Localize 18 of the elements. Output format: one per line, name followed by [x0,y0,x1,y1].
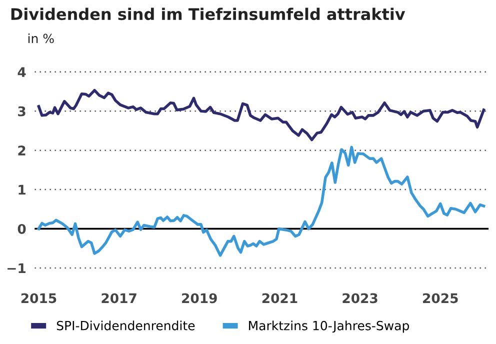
y-tick-label: 1 [18,184,26,195]
legend-label: SPI-Dividendenrendite [56,320,195,330]
chart-subtitle: in % [28,34,54,44]
y-tick-label: 3 [18,106,26,116]
x-tick-label: 2023 [342,293,378,304]
chart-title: Dividenden sind im Tiefzinsumfeld attraktiv [11,8,406,20]
line-series [37,146,486,257]
x-tick-label: 2021 [262,293,298,304]
x-tick-label: 2017 [102,293,136,304]
line-series [37,88,486,142]
y-tick-label: −1 [8,263,26,273]
x-tick-label: 2015 [21,293,56,304]
y-tick-label: 4 [18,67,26,77]
x-tick-label: 2025 [423,293,458,304]
y-tick-label: 0 [18,224,26,234]
y-tick-label: 2 [18,146,26,156]
legend-label: Marktzins 10-Jahres-Swap [249,320,409,333]
x-tick-label: 2019 [182,293,217,304]
